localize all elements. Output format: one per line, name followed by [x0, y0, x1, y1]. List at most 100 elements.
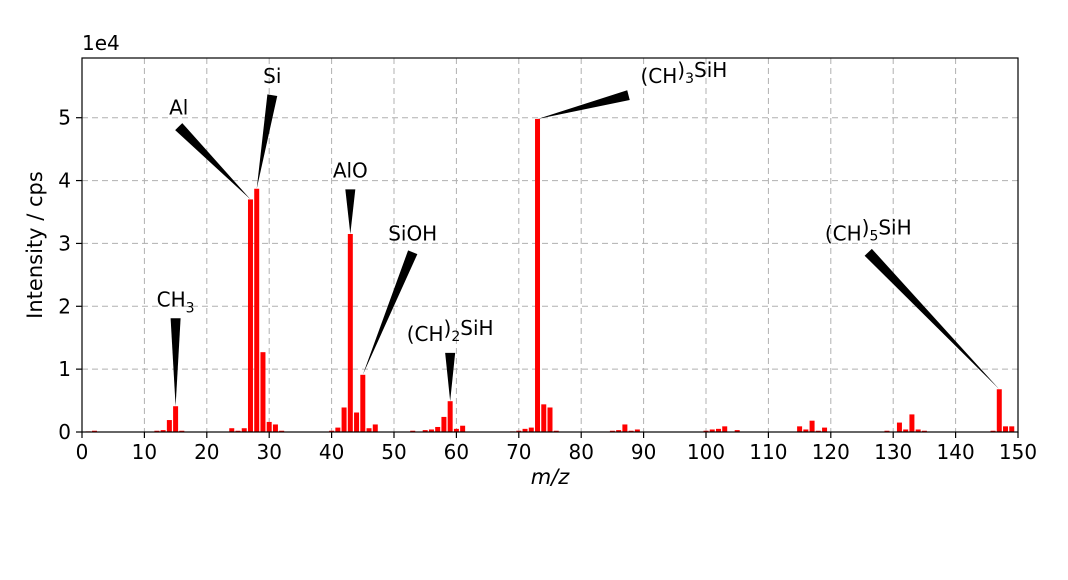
bar	[915, 429, 921, 432]
bar	[160, 430, 166, 432]
annotation-arrow	[864, 248, 1000, 390]
annotation-label: (CH)5SiH	[825, 215, 912, 245]
bar	[522, 428, 528, 432]
annotation: CH3	[157, 287, 195, 407]
x-tick-label: 10	[132, 440, 157, 464]
annotation-arrow	[362, 250, 418, 375]
bar	[435, 426, 441, 432]
bar	[91, 430, 97, 432]
bar	[441, 416, 447, 432]
annotation-label: AlO	[333, 158, 368, 182]
annotation: Al	[169, 96, 251, 200]
annotation-arrow	[170, 318, 181, 407]
y-axis-label: Intensity / cps	[23, 171, 47, 319]
bar	[535, 118, 541, 432]
bar	[272, 424, 278, 432]
annotation: (CH)5SiH	[825, 215, 1000, 390]
x-tick-label: 80	[568, 440, 593, 464]
bar	[921, 430, 927, 432]
annotation-arrow	[345, 189, 356, 234]
bar	[616, 430, 622, 432]
x-tick-label: 100	[687, 440, 725, 464]
bar	[247, 199, 253, 432]
y-multiplier-label: 1e4	[82, 31, 120, 55]
y-tick-label: 0	[58, 420, 71, 444]
bar	[410, 430, 416, 432]
bar	[734, 430, 740, 432]
y-tick-label: 5	[58, 106, 71, 130]
grid	[82, 58, 1018, 432]
bar	[279, 430, 285, 432]
bar	[329, 430, 335, 432]
x-tick-label: 150	[999, 440, 1037, 464]
bar	[360, 374, 366, 432]
bar	[909, 414, 915, 432]
annotation: AlO	[333, 158, 368, 234]
bar	[797, 426, 803, 432]
bar	[622, 424, 628, 432]
x-tick-label: 0	[76, 440, 89, 464]
x-tick-label: 30	[256, 440, 281, 464]
bar	[722, 426, 728, 432]
bar	[628, 430, 634, 432]
x-tick-label: 110	[749, 440, 787, 464]
annotation-arrow	[175, 123, 251, 200]
bar	[1009, 426, 1015, 432]
bar	[347, 234, 353, 432]
annotation: (CH)2SiH	[407, 316, 494, 402]
annotations: CH3 Al Si AlO SiOH (CH)2SiH (CH)3SiH (CH)5SiH	[157, 58, 1000, 407]
bar	[179, 430, 185, 432]
bar	[996, 389, 1002, 432]
annotation-label: CH3	[157, 287, 195, 316]
bar	[260, 352, 266, 432]
x-tick-label: 40	[319, 440, 344, 464]
bar	[341, 407, 347, 432]
annotation-label: (CH)2SiH	[407, 316, 494, 346]
bar	[229, 428, 235, 432]
annotation-label: Si	[263, 64, 281, 88]
x-tick-label: 140	[937, 440, 975, 464]
bar	[266, 421, 272, 432]
bar	[241, 428, 247, 432]
annotation-arrow	[445, 352, 456, 402]
bar	[354, 412, 360, 432]
annotation: Si	[256, 64, 281, 189]
bar	[173, 406, 179, 432]
bar	[709, 429, 715, 432]
bar	[428, 429, 434, 432]
annotation-arrow	[256, 94, 278, 189]
bar	[815, 430, 821, 432]
bar	[703, 430, 709, 432]
bar	[154, 430, 160, 432]
bar	[516, 430, 522, 432]
x-tick-label: 60	[444, 440, 469, 464]
bar	[547, 407, 553, 432]
y-tick-label: 3	[58, 231, 71, 255]
y-tick-label: 2	[58, 294, 71, 318]
x-tick-label: 120	[812, 440, 850, 464]
x-axis-label: m/z	[531, 465, 571, 489]
bar	[541, 404, 547, 432]
bar	[1003, 426, 1009, 432]
x-axis-ticks: 0 10 20 30 40 50 60 70 80 90 100 110 120 130 140 150	[76, 432, 1037, 464]
y-axis-ticks: 0 1 2 3 4 5	[58, 106, 82, 444]
bar	[634, 429, 640, 432]
bar	[235, 430, 241, 432]
bar	[366, 428, 372, 432]
x-tick-label: 20	[194, 440, 219, 464]
bar	[896, 422, 902, 432]
bar	[553, 430, 559, 432]
bars	[85, 118, 1015, 432]
x-tick-label: 50	[381, 440, 406, 464]
x-tick-label: 70	[506, 440, 531, 464]
annotation-label: Al	[169, 96, 188, 120]
annotation: (CH)3SiH	[537, 58, 727, 119]
bar	[809, 420, 815, 432]
bar	[422, 430, 428, 432]
bar	[447, 401, 453, 432]
x-tick-label: 130	[874, 440, 912, 464]
annotation-label: SiOH	[388, 221, 437, 245]
bar	[254, 188, 260, 432]
bar	[453, 428, 459, 432]
